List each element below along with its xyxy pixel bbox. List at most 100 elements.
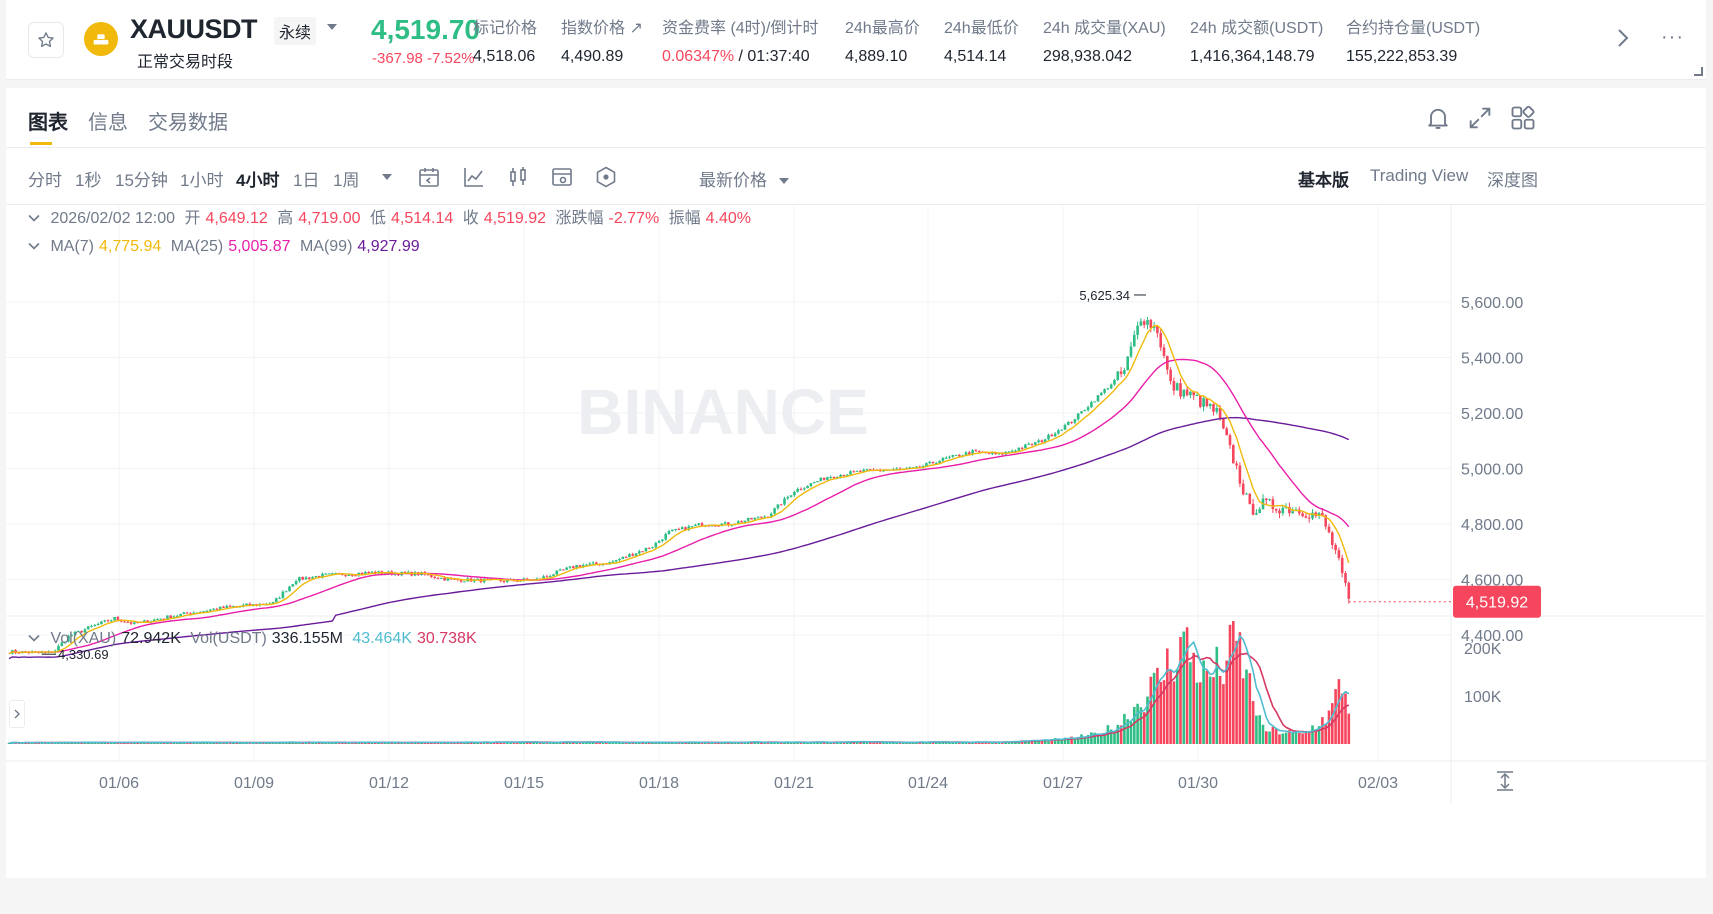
legend-high-label: 高 [277, 210, 294, 227]
volume-bar [779, 742, 783, 744]
volume-bar [895, 742, 898, 744]
volume-bar [1119, 725, 1123, 744]
stat-index-price[interactable]: 指数价格 ↗ 4,490.89 [561, 14, 643, 66]
candle-body [291, 584, 295, 587]
candle-body [809, 483, 813, 487]
layout-grid-icon[interactable] [1509, 104, 1537, 132]
date-tick-label: 01/09 [234, 775, 274, 792]
candle-body [826, 477, 829, 480]
max-marker-label: 5,625.34 [1079, 288, 1130, 303]
interval-15m[interactable]: 15分钟 [115, 171, 168, 190]
chevron-down-icon[interactable] [381, 173, 393, 182]
candle-body [829, 476, 832, 478]
candle-body [525, 578, 529, 580]
interval-1w[interactable]: 1周 [333, 171, 360, 190]
resize-handle-icon[interactable] [1694, 67, 1703, 76]
volume-bar [1175, 668, 1179, 744]
chevron-down-icon[interactable] [326, 22, 338, 32]
more-icon[interactable]: ··· [1661, 26, 1684, 48]
volume-bar [1344, 693, 1347, 744]
candle-body [849, 471, 852, 475]
volume-bar [1238, 632, 1242, 744]
volume-bar [1202, 660, 1205, 744]
bell-icon[interactable] [1424, 104, 1452, 132]
expand-sidebar-button[interactable] [9, 700, 25, 728]
candle-body [816, 481, 819, 483]
volume-bar [1129, 721, 1133, 744]
interval-4h[interactable]: 4小时 [236, 171, 280, 190]
volume-bar [159, 742, 163, 744]
candle-body [1192, 391, 1195, 396]
price-tick-label: 5,200.00 [1461, 406, 1523, 423]
volume-bar [535, 742, 539, 744]
favorite-button[interactable] [28, 22, 64, 58]
view-depth[interactable]: 深度图 [1487, 171, 1538, 190]
indicator-chart-icon[interactable] [462, 165, 486, 189]
candle-body [278, 597, 281, 599]
legend-low: 4,514.14 [390, 210, 454, 227]
drawing-settings-icon[interactable] [550, 165, 574, 189]
fit-axis-icon[interactable] [1494, 770, 1516, 792]
candle-body [152, 619, 156, 622]
candle-body [1103, 389, 1106, 393]
candle-body [651, 547, 654, 549]
candle-body [1291, 511, 1294, 514]
candle-body [618, 558, 621, 561]
stats-fade-overlay [1546, 0, 1606, 79]
candle-body [248, 603, 252, 606]
candle-body [1347, 582, 1351, 599]
volume-bar [1274, 728, 1278, 744]
candle-body [624, 556, 628, 558]
volume-bar [1327, 710, 1331, 744]
interval-time[interactable]: 分时 [28, 171, 62, 190]
chevron-right-icon [14, 709, 20, 719]
tab-chart[interactable]: 图表 [28, 112, 68, 134]
candle-body [1288, 507, 1291, 514]
candle-body [611, 561, 615, 563]
stat-value: 4,889.10 [845, 48, 908, 65]
tab-info[interactable]: 信息 [88, 112, 128, 134]
chevron-down-icon[interactable] [28, 634, 40, 643]
interval-1d[interactable]: 1日 [293, 171, 320, 190]
candle-body [694, 524, 697, 527]
candle-body [1327, 526, 1331, 533]
chevron-down-icon[interactable] [28, 214, 40, 223]
candle-body [779, 504, 783, 506]
volume-bar [1271, 726, 1275, 744]
volume-bar [859, 741, 862, 744]
candle-body [1344, 573, 1347, 583]
interval-1h[interactable]: 1小时 [180, 171, 224, 190]
volume-bar [690, 742, 694, 744]
candle-body [852, 471, 856, 473]
volume-bar [981, 742, 984, 744]
chevron-down-icon[interactable] [28, 242, 40, 251]
price-source-select[interactable]: 最新价格 [699, 166, 790, 191]
interval-1s[interactable]: 1秒 [75, 171, 102, 190]
candle-body [1166, 355, 1169, 370]
chevron-right-icon[interactable] [1616, 28, 1630, 48]
candle-body [1228, 435, 1232, 446]
candle-body [222, 606, 225, 608]
tab-trading-data[interactable]: 交易数据 [148, 112, 228, 134]
view-tradingview[interactable]: Trading View [1370, 166, 1469, 185]
date-tick-label: 01/06 [99, 775, 139, 792]
candle-body [1126, 356, 1129, 371]
calendar-icon[interactable] [417, 165, 441, 189]
candle-body [143, 620, 146, 622]
volume-bar [1060, 740, 1063, 744]
hexagon-settings-icon[interactable] [594, 165, 618, 189]
symbol-name[interactable]: XAUUSDT [130, 14, 258, 44]
candle-body [288, 586, 291, 592]
vol-xau-label: Vol(XAU) [50, 630, 117, 647]
candlestick-chart[interactable]: BINANCE 5,600.00 5,400.00 5,200.00 5,000.00… [6, 206, 1706, 878]
candlestick-icon[interactable] [506, 165, 530, 189]
date-tick-label: 01/24 [908, 775, 948, 792]
expand-icon[interactable] [1466, 104, 1494, 132]
candle-body [166, 615, 169, 619]
candle-body [1238, 465, 1242, 484]
candle-body [364, 571, 367, 575]
view-basic[interactable]: 基本版 [1298, 171, 1349, 190]
candle-body [1030, 443, 1034, 445]
candle-body [1179, 383, 1182, 397]
candle-body [1248, 493, 1252, 504]
